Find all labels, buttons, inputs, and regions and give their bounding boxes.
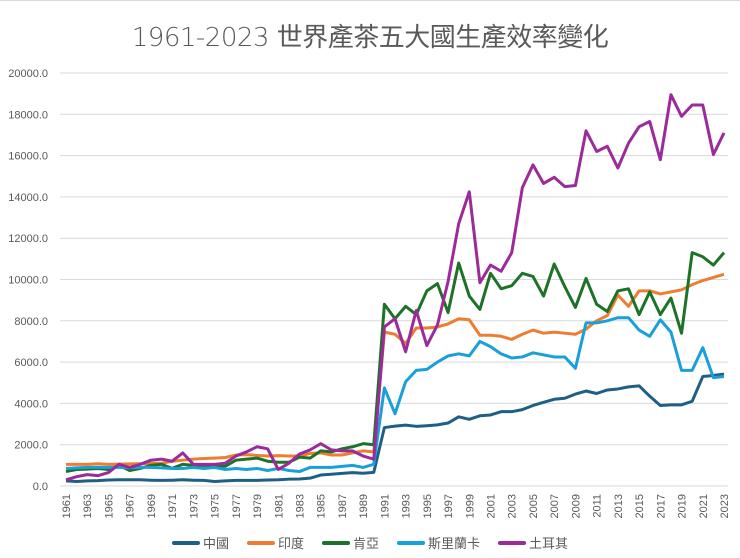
x-tick-label: 1969 — [146, 494, 158, 518]
x-tick-label: 1997 — [443, 494, 455, 518]
x-tick-label: 2017 — [655, 494, 667, 518]
series-line-3 — [65, 316, 725, 474]
x-tick-label: 1967 — [125, 494, 137, 518]
x-tick-label: 1999 — [464, 494, 476, 518]
x-tick-label: 1971 — [167, 494, 179, 518]
x-tick-label: 1981 — [273, 494, 285, 518]
legend-label: 印度 — [277, 536, 304, 551]
legend: 中國 印度 肯亞 斯里蘭卡 土耳其 — [0, 533, 740, 552]
x-tick-label: 1989 — [358, 494, 370, 518]
legend-swatch — [246, 540, 275, 545]
y-tick-label: 20000.0 — [8, 68, 48, 80]
series-line-4 — [65, 93, 726, 482]
legend-swatch — [397, 540, 425, 545]
x-tick-label: 2005 — [528, 494, 540, 518]
legend-item: 中國 — [171, 533, 229, 552]
y-tick-label: 10000.0 — [8, 275, 48, 287]
y-tick-label: 16000.0 — [8, 151, 48, 163]
legend-swatch — [498, 540, 527, 545]
y-tick-label: 2000.0 — [14, 440, 48, 452]
y-tick-label: 8000.0 — [14, 316, 48, 328]
legend-label: 中國 — [202, 536, 229, 551]
y-tick-label: 18000.0 — [8, 109, 48, 121]
legend-item: 肯亞 — [321, 533, 379, 552]
y-tick-label: 6000.0 — [14, 357, 48, 369]
y-tick-label: 14000.0 — [8, 192, 48, 204]
x-tick-label: 2021 — [698, 494, 710, 518]
x-tick-label: 2007 — [549, 494, 561, 518]
x-tick-label: 2019 — [677, 494, 689, 518]
x-tick-label: 2003 — [507, 494, 519, 518]
x-tick-label: 1995 — [422, 494, 434, 518]
x-tick-label: 2011 — [592, 494, 604, 518]
x-tick-label: 1977 — [231, 494, 243, 518]
x-tick-label: 1985 — [316, 494, 328, 518]
legend-swatch — [321, 540, 350, 545]
legend-label: 土耳其 — [529, 536, 569, 551]
x-tick-label: 1973 — [188, 494, 200, 518]
x-tick-label: 1993 — [401, 494, 413, 518]
y-tick-label: 12000.0 — [8, 233, 48, 245]
y-tick-label: 4000.0 — [14, 398, 48, 410]
x-tick-label: 1965 — [103, 494, 115, 518]
x-tick-label: 1979 — [252, 494, 264, 518]
series-line-1 — [66, 272, 725, 466]
x-tick-label: 1963 — [82, 494, 94, 518]
x-tick-label: 2009 — [570, 494, 582, 518]
x-tick-label: 1961 — [61, 494, 73, 518]
legend-label: 斯里蘭卡 — [428, 536, 481, 551]
y-tick-label: 0.0 — [33, 481, 48, 493]
x-tick-label: 2023 — [719, 494, 731, 518]
x-tick-label: 2013 — [613, 494, 625, 518]
legend-label: 肯亞 — [352, 536, 379, 551]
legend-item: 印度 — [246, 533, 304, 552]
x-tick-label: 2001 — [486, 494, 498, 518]
x-tick-label: 1975 — [210, 494, 222, 518]
x-tick-label: 1983 — [294, 494, 306, 518]
legend-swatch — [171, 540, 200, 545]
legend-item: 土耳其 — [498, 533, 568, 552]
chart-title: 1961-2023 世界產茶五大國生產效率變化 — [131, 23, 609, 53]
legend-item: 斯里蘭卡 — [397, 533, 480, 552]
x-tick-label: 1991 — [379, 494, 391, 518]
series-line-0 — [65, 372, 725, 483]
x-tick-label: 1987 — [337, 494, 349, 518]
x-tick-label: 2015 — [634, 494, 646, 518]
